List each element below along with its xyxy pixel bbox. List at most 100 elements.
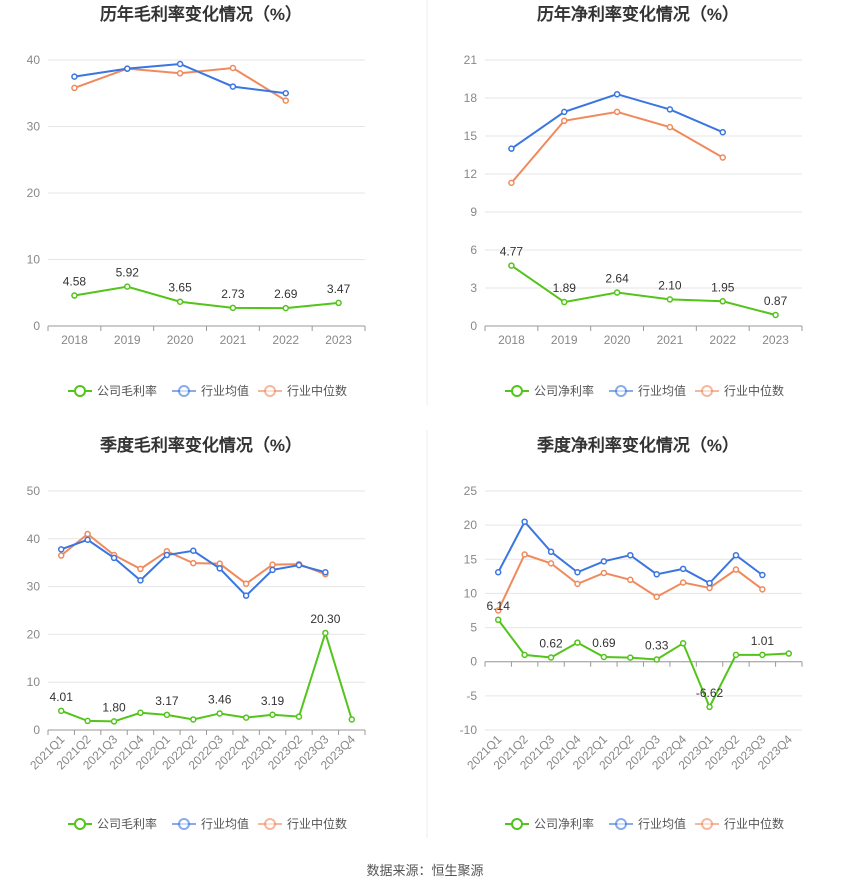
company-data-point [653,656,660,663]
x-tick-label: 2019 [114,333,141,347]
annual-gross-margin-chart: 历年毛利率变化情况（%） 0 10 20 30 40 2018 2019 2020 2021 20… [27,4,366,398]
industry_median-series-line [60,532,326,585]
company-data-point [216,710,223,717]
legend-label: 行业中位数 [287,816,347,831]
industry_median-data-point [229,64,237,72]
chart-title: 历年毛利率变化情况（%） [100,4,302,24]
legend-label: 行业中位数 [724,816,784,831]
y-tick-label: 40 [27,53,41,67]
company-data-point [110,718,118,725]
x-tick-label: 2021 [657,333,684,347]
legend-swatch-marker [701,818,713,830]
industry_avg-data-point [57,546,65,553]
company-data-point [666,296,674,303]
data-source: 数据来源：恒生聚源 [366,863,483,878]
industry_median-data-point [719,154,726,161]
industry_median-data-point [84,530,91,538]
legend-swatch-marker [74,818,86,830]
chart-title: 历年净利率变化情况（%） [537,4,739,24]
legend-label: 行业均值 [201,383,249,398]
data-label: 0.62 [539,636,563,650]
x-tick-label: 2018 [498,333,525,347]
data-label: 3.65 [168,281,192,295]
x-tick-label: 2020 [604,333,631,347]
industry_median-data-point [613,108,621,116]
legend-swatch-marker [264,385,276,397]
data-label: 1.89 [553,281,577,295]
legend-label: 公司毛利率 [97,816,157,831]
data-label: 2.64 [605,272,629,286]
industry_avg-data-point [521,518,528,525]
x-tick-label: 2022 [272,333,299,347]
industry_avg-data-point [494,569,502,576]
x-tick-label: 2018 [61,333,88,347]
company-data-point [613,289,621,296]
x-tick-label: 2020 [167,333,194,347]
company-data-point [269,711,276,719]
industry_median-data-point [190,559,197,567]
legend-swatch-marker [178,818,190,830]
industry_median-data-point [137,565,144,573]
y-tick-label: 9 [470,205,477,219]
industry_median-data-point [561,117,568,125]
legend-label: 公司净利率 [534,383,594,398]
legend-label: 公司净利率 [534,816,594,831]
legend-label: 行业中位数 [724,383,784,398]
company-data-point [508,262,515,269]
company-data-point [706,703,713,711]
industry_avg-data-point [759,571,766,579]
company-data-point [176,298,184,305]
y-tick-label: 0 [33,319,40,333]
x-tick-label: 2019 [551,333,578,347]
industry_avg-data-point [84,536,91,544]
y-tick-label: 3 [470,281,477,295]
annual-net-margin-chart: 历年净利率变化情况（%） 0 3 6 9 12 15 18 21 2018 2019 2020 202… [464,4,803,398]
legend-swatch-marker [178,385,190,397]
company-data-point [71,292,78,299]
y-tick-label: 25 [464,484,478,498]
y-tick-label: 50 [27,484,41,498]
data-label: 5.92 [116,266,140,280]
legend-swatch-marker [74,385,86,397]
company-data-point [719,298,726,305]
industry_avg-data-point [653,571,660,578]
industry_avg-data-point [508,145,515,152]
company-data-point [759,651,766,659]
data-label: 3.47 [327,282,351,296]
company-data-point [190,716,197,723]
quarterly-gross-margin-chart: 季度毛利率变化情况（%） 010203040502021Q12021Q22021… [27,435,366,831]
y-tick-label: 10 [27,675,41,689]
company-data-point [57,707,65,715]
industry_median-data-point [653,593,660,601]
industry_avg-data-point [269,566,276,574]
industry_avg-data-point [216,565,223,572]
industry_median-data-point [176,70,184,77]
y-tick-label: 21 [464,53,478,67]
industry_avg-data-point [282,90,289,97]
legend-swatch-marker [701,385,713,397]
y-tick-label: 0 [33,723,40,737]
industry_avg-series-line [74,62,286,95]
y-tick-label: 10 [464,586,478,600]
industry_avg-data-point [163,551,171,559]
data-label: 2.73 [221,287,245,301]
x-tick-label: 2023 [762,333,789,347]
legend-swatch-marker [511,385,523,397]
industry_avg-data-point [547,548,555,556]
industry_avg-data-point [295,561,303,569]
industry_avg-data-point [732,551,740,559]
legend-swatch-marker [615,385,627,397]
industry_avg-data-point [679,565,687,573]
y-tick-label: 15 [464,129,478,143]
legend-label: 行业中位数 [287,383,347,398]
industry_median-data-point [600,569,608,577]
legend-label: 行业均值 [638,383,686,398]
quarterly-net-margin-chart: 季度净利率变化情况（%） -10-505101520252021Q12021Q2… [460,435,803,831]
y-tick-label: 30 [27,120,41,134]
industry_median-data-point [732,566,740,573]
company-data-point [229,304,237,312]
industry_median-data-point [508,179,515,187]
data-label: 4.01 [50,690,74,704]
company-data-point [84,717,91,725]
